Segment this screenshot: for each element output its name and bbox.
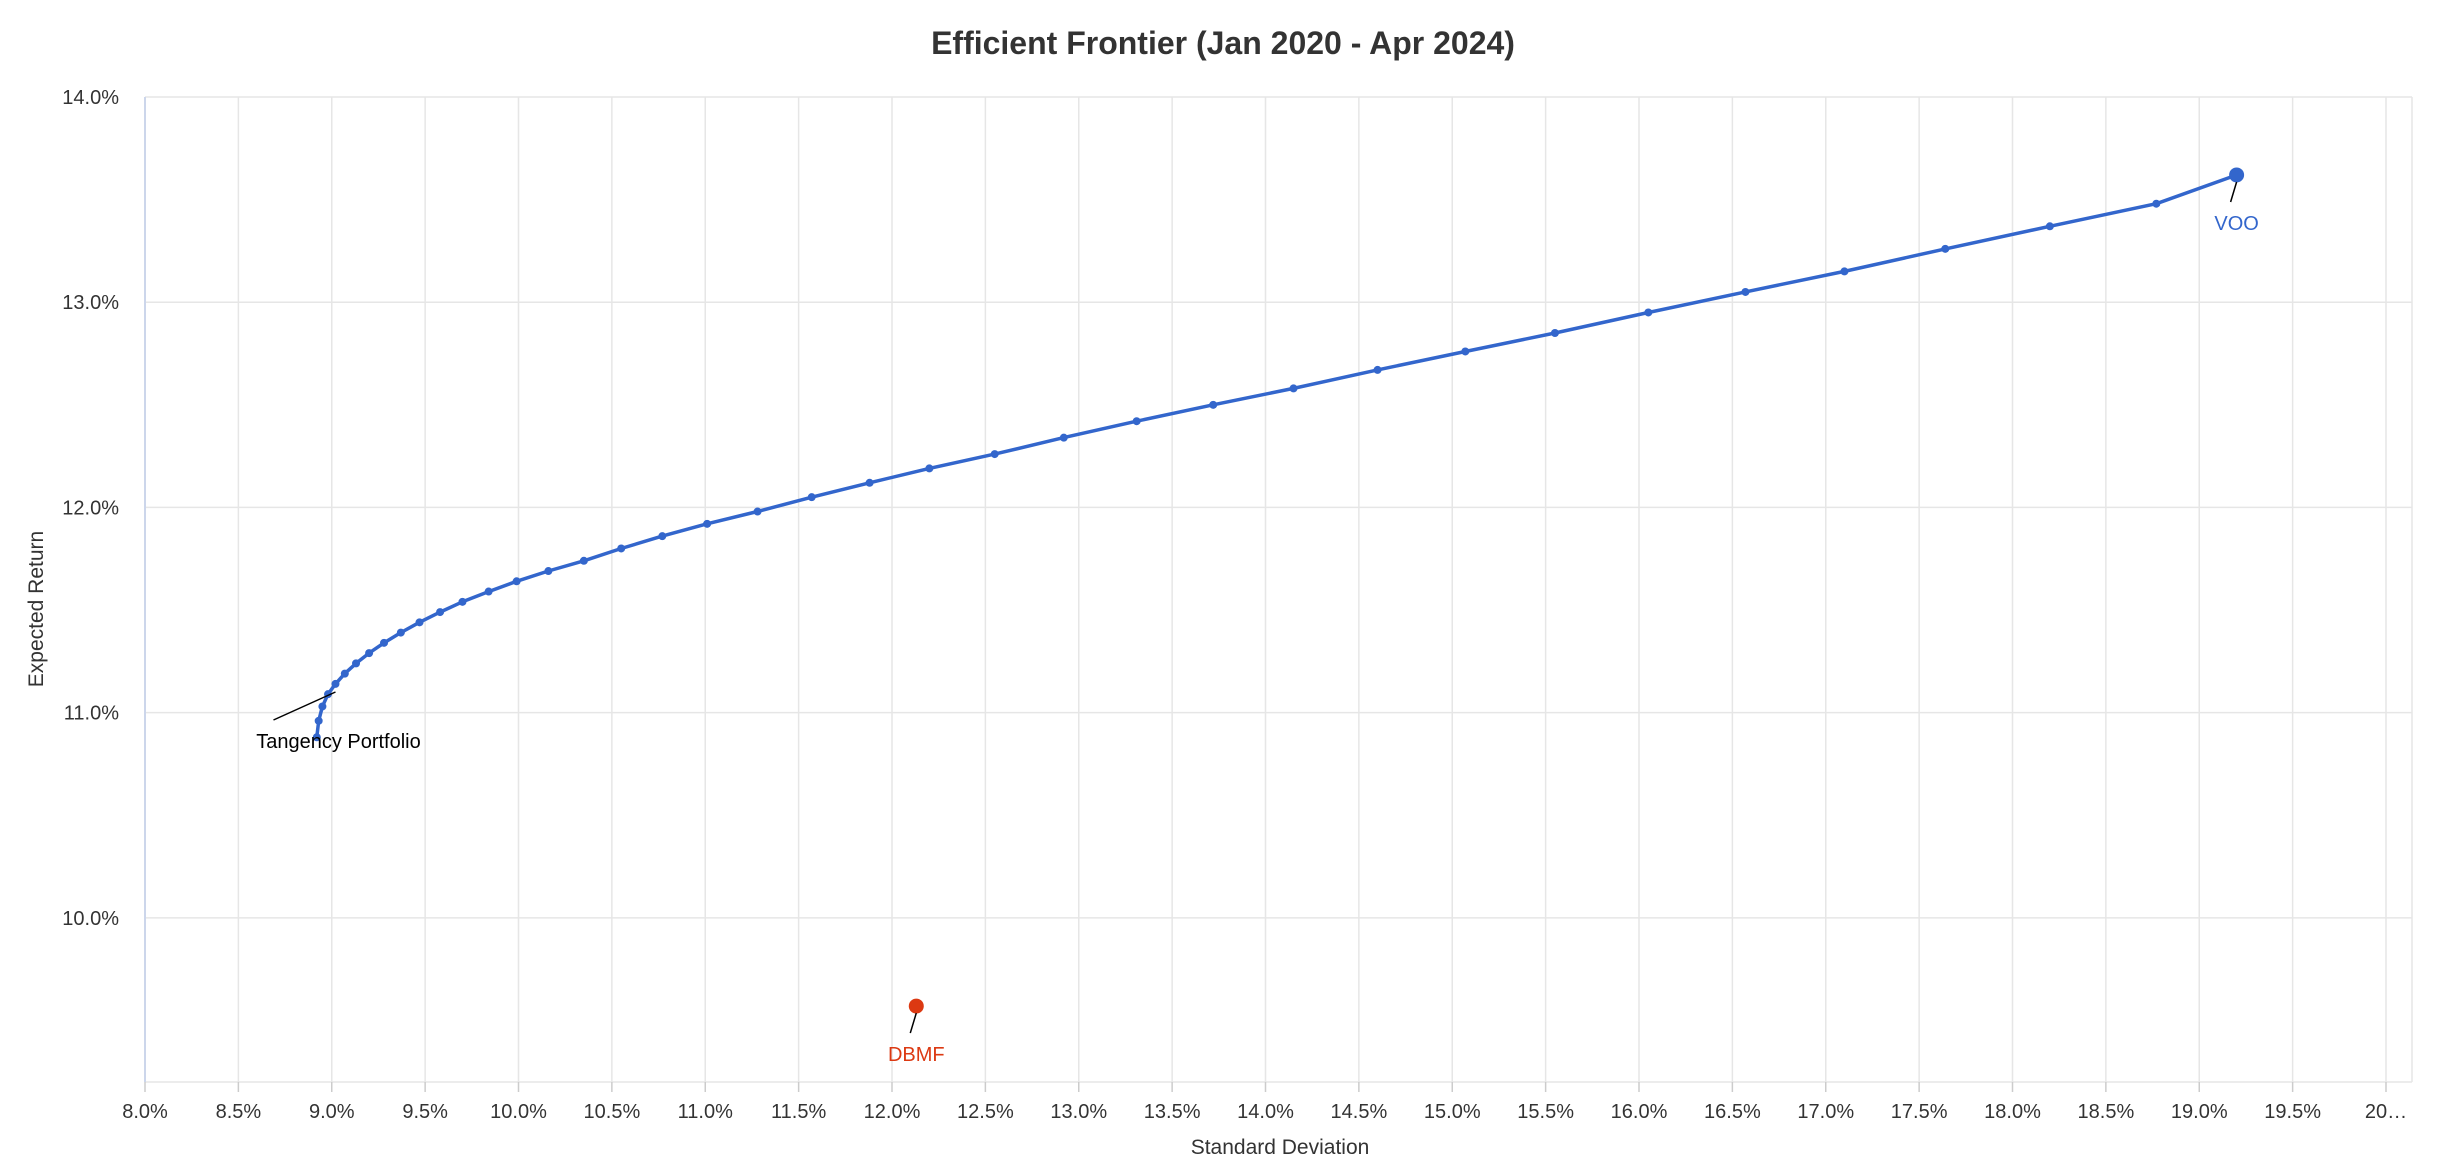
x-tick-label: 19.0% [2171,1101,2228,1123]
frontier-point [2152,199,2161,208]
y-tick-label: 10.0% [62,908,119,930]
point-label-dbmf: DBMF [888,1044,945,1066]
annotation-layer: VOO DBMF Tangency Portfolio [256,181,2259,1066]
x-tick-label: 9.0% [309,1101,355,1123]
x-tick-label: 14.0% [1237,1101,1294,1123]
frontier-point [925,464,934,473]
annotation-connector [273,691,336,721]
point-voo [2229,167,2245,183]
frontier-point [617,544,626,553]
frontier-point [458,597,467,606]
x-tick-label: 20… [2365,1101,2407,1123]
frontier-point [753,507,762,516]
x-tick-label: 9.5% [402,1101,448,1123]
x-tick-label: 8.5% [216,1101,262,1123]
x-tick-label: 11.0% [678,1101,733,1123]
x-axis-label: Standard Deviation [1191,1136,1370,1159]
grid-layer [144,96,2413,1083]
frontier-point [807,493,816,502]
x-tick-label: 14.5% [1331,1101,1388,1123]
frontier-point [1941,244,1950,253]
axis-layer: 8.0% 8.5% 9.0% 9.5% 10.0% 10.5% 11.0% 11.5% 12.0… [62,87,2407,1123]
frontier-point [512,577,521,586]
frontier-point [1644,308,1653,317]
y-tick-label: 12.0% [62,497,119,519]
point-connector [2229,181,2238,203]
frontier-point [312,733,321,742]
frontier-point [1289,384,1298,393]
y-tick-label: 14.0% [62,87,119,109]
tangency-portfolio-label: Tangency Portfolio [256,731,421,753]
x-tick-label: 11.5% [771,1101,826,1123]
frontier-point [484,587,493,596]
x-tick-label: 12.5% [957,1101,1014,1123]
point-connector [909,1012,917,1034]
frontier-point [1059,433,1068,442]
x-tick-label: 10.0% [490,1101,547,1123]
frontier-point [1741,287,1750,296]
frontier-point [314,716,323,725]
frontier-point [990,450,999,459]
frontier-line [315,173,2238,738]
x-tick-label: 19.5% [2264,1101,2321,1123]
frontier-point [2045,222,2054,231]
frontier-point [1550,328,1559,337]
x-tick-label: 16.5% [1704,1101,1761,1123]
x-tick-label: 17.5% [1891,1101,1948,1123]
x-tick-label: 15.5% [1517,1101,1574,1123]
frontier-point [544,567,553,576]
x-tick-label: 10.5% [584,1101,641,1123]
frontier-point [1132,417,1141,426]
chart-title: Efficient Frontier (Jan 2020 - Apr 2024) [931,25,1515,61]
y-tick-label: 11.0% [64,703,119,725]
frontier-point [415,618,424,627]
frontier-point [579,556,588,565]
frontier-point [352,659,361,668]
frontier-point [1840,267,1849,276]
frontier-point [340,669,349,678]
frontier-point [318,702,327,711]
frontier-point [1461,347,1470,356]
x-tick-label: 16.0% [1611,1101,1668,1123]
x-tick-label: 18.5% [2078,1101,2135,1123]
frontier-point [436,608,445,617]
frontier-point [1373,365,1382,374]
series-layer [312,167,2245,1014]
point-dbmf [908,998,924,1014]
frontier-point [865,478,874,487]
y-tick-label: 13.0% [62,292,119,314]
frontier-point [331,679,340,688]
x-tick-label: 17.0% [1797,1101,1854,1123]
frontier-point [1209,400,1218,409]
y-axis-label: Expected Return [25,531,48,687]
frontier-point [396,628,405,637]
x-tick-label: 8.0% [122,1101,168,1123]
x-tick-label: 13.5% [1144,1101,1201,1123]
x-tick-label: 18.0% [1984,1101,2041,1123]
frontier-point [703,519,712,528]
x-tick-label: 12.0% [864,1101,921,1123]
point-label-voo: VOO [2214,213,2258,235]
frontier-point [365,649,374,658]
frontier-point [658,532,667,541]
x-tick-label: 15.0% [1424,1101,1481,1123]
frontier-point [380,638,389,647]
x-tick-label: 13.0% [1050,1101,1107,1123]
